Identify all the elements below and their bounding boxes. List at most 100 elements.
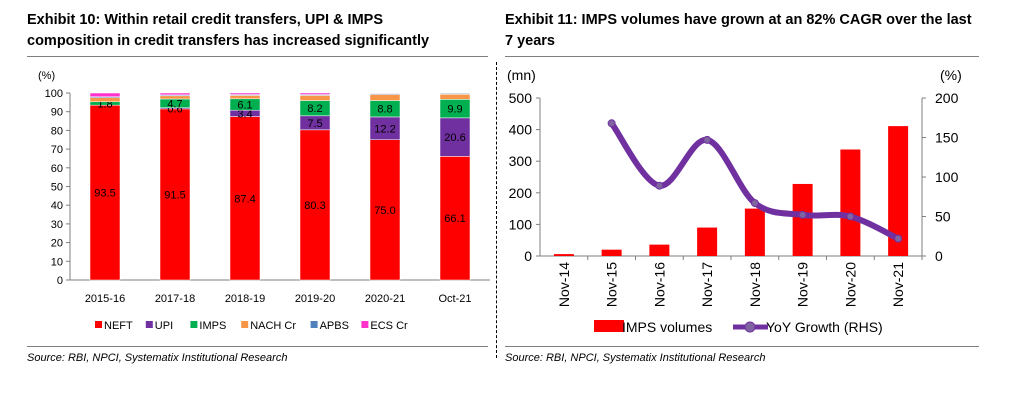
left-legend-label: APBS bbox=[320, 320, 349, 332]
left-bar-ecs-cr bbox=[229, 92, 261, 95]
left-y-tick-label: 40 bbox=[51, 200, 63, 212]
left-legend-swatch bbox=[95, 321, 102, 328]
right-legend-swatch-marker bbox=[744, 321, 756, 333]
right-legend-label-bars: IMPS volumes bbox=[622, 319, 712, 335]
left-y-tick-label: 70 bbox=[51, 144, 63, 156]
left-y-tick-label: 90 bbox=[51, 107, 63, 119]
left-bar-data-label: 3.4 bbox=[237, 108, 252, 120]
left-bar-ecs-cr bbox=[299, 92, 331, 95]
left-legend-swatch bbox=[145, 321, 153, 328]
left-legend-label: ECS Cr bbox=[370, 320, 408, 332]
right-x-tick-label: Nov-14 bbox=[556, 262, 572, 307]
left-x-tick-label: 2019-20 bbox=[295, 293, 335, 305]
exhibit-10-source: Source: RBI, NPCI, Systematix Institutio… bbox=[27, 352, 288, 364]
exhibit-10-title-line2: composition in credit transfers has incr… bbox=[27, 33, 430, 49]
left-legend-swatch bbox=[190, 321, 198, 328]
right-yoy-growth-point bbox=[846, 212, 855, 221]
left-bar-neft bbox=[229, 116, 261, 281]
left-y-tick-label: 60 bbox=[51, 163, 63, 175]
right-left-tick-label: 200 bbox=[509, 185, 533, 201]
right-left-tick-label: 300 bbox=[509, 153, 533, 169]
left-bar-data-label: 12.2 bbox=[374, 123, 395, 135]
right-bar-imps-volume bbox=[697, 227, 718, 256]
left-source-rule bbox=[27, 346, 488, 347]
exhibit-11-title-line2: 7 years bbox=[505, 33, 555, 49]
left-bar-neft bbox=[159, 108, 191, 281]
left-bar-neft bbox=[89, 104, 121, 281]
left-x-tick-label: 2020-21 bbox=[365, 293, 405, 305]
right-left-tick-label: 500 bbox=[509, 90, 533, 106]
left-bar-data-label: 8.8 bbox=[377, 104, 392, 116]
right-title-rule bbox=[505, 56, 979, 57]
left-bar-data-label: 91.5 bbox=[164, 189, 185, 201]
right-x-tick-label: Nov-16 bbox=[651, 262, 667, 307]
exhibit-11-source: Source: RBI, NPCI, Systematix Institutio… bbox=[505, 352, 766, 364]
right-right-tick-label: 200 bbox=[935, 90, 959, 106]
exhibit-11-title: Exhibit 11: IMPS volumes have grown at a… bbox=[505, 10, 972, 52]
right-bar-imps-volume bbox=[792, 183, 813, 256]
right-bar-imps-volume bbox=[744, 208, 765, 256]
left-x-tick-label: Oct-21 bbox=[438, 293, 471, 305]
right-yoy-growth-point bbox=[798, 210, 807, 219]
right-bar-imps-volume bbox=[601, 249, 622, 256]
left-bar-data-label: 4.7 bbox=[167, 98, 182, 110]
left-y-tick-label: 80 bbox=[51, 125, 63, 137]
right-right-tick-label: 0 bbox=[935, 248, 943, 264]
right-legend-label-line: YoY Growth (RHS) bbox=[766, 319, 883, 335]
left-bar-data-label: 9.9 bbox=[447, 104, 462, 116]
right-right-tick-label: 50 bbox=[935, 209, 951, 225]
right-yoy-growth-point bbox=[607, 119, 616, 128]
right-x-tick-label: Nov-17 bbox=[699, 262, 715, 307]
right-yoy-growth-point bbox=[703, 135, 712, 144]
left-y-tick-label: 50 bbox=[51, 182, 63, 194]
left-legend-swatch bbox=[241, 321, 249, 328]
left-bar-neft bbox=[299, 129, 331, 281]
right-legend-swatch-bars bbox=[594, 320, 624, 332]
exhibit-11-title-line1: Exhibit 11: IMPS volumes have grown at a… bbox=[505, 12, 972, 28]
right-yoy-growth-point bbox=[894, 234, 903, 243]
left-y-axis-label: (%) bbox=[38, 70, 55, 82]
right-source-rule bbox=[505, 346, 979, 347]
left-legend-label: UPI bbox=[155, 320, 173, 332]
right-left-tick-label: 400 bbox=[509, 122, 533, 138]
imps-volume-chart: (mn) (%) 0 100 200 300 400 500 0 50 100 150 200 Nov-1… bbox=[507, 67, 962, 335]
right-left-axis-label: (mn) bbox=[507, 67, 536, 83]
left-legend-swatch bbox=[310, 321, 318, 328]
right-bar-imps-volume bbox=[840, 149, 861, 256]
left-x-tick-label: 2017-18 bbox=[155, 293, 195, 305]
left-bar-data-label: 6.1 bbox=[237, 100, 252, 112]
left-legend-swatch bbox=[361, 321, 369, 328]
left-bar-ecs-cr bbox=[89, 92, 121, 97]
right-bar-imps-volume bbox=[553, 254, 574, 256]
right-x-tick-label: Nov-15 bbox=[604, 262, 620, 307]
right-x-tick-label: Nov-19 bbox=[795, 262, 811, 307]
left-bar-data-label: 8.2 bbox=[307, 103, 322, 115]
left-bar-data-label: 80.3 bbox=[304, 200, 325, 212]
left-y-tick-label: 20 bbox=[51, 238, 63, 250]
right-bar-imps-volume bbox=[649, 244, 670, 256]
left-bar-neft bbox=[369, 139, 401, 281]
left-bar-data-label: 75.0 bbox=[374, 205, 395, 217]
left-bar-data-label: 20.6 bbox=[444, 132, 465, 144]
left-legend-label: NEFT bbox=[104, 320, 133, 332]
left-legend-label: NACH Cr bbox=[250, 320, 296, 332]
right-right-tick-label: 100 bbox=[935, 169, 959, 185]
right-x-tick-label: Nov-20 bbox=[842, 262, 858, 307]
left-title-rule bbox=[27, 56, 488, 57]
left-bar-ecs-cr bbox=[159, 92, 191, 96]
right-right-axis-label: (%) bbox=[940, 67, 962, 83]
exhibit-10-title-line1: Exhibit 10: Within retail credit transfe… bbox=[27, 12, 384, 28]
right-yoy-growth-point bbox=[750, 199, 759, 208]
left-bar-data-label: 87.4 bbox=[234, 193, 255, 205]
left-x-tick-label: 2018-19 bbox=[225, 293, 265, 305]
right-bar-imps-volume bbox=[888, 126, 909, 257]
stacked-composition-chart: (%)010203040506070809010093.51.82015-169… bbox=[38, 70, 490, 332]
left-y-tick-label: 0 bbox=[57, 275, 63, 287]
right-right-tick-label: 150 bbox=[935, 130, 959, 146]
right-left-tick-label: 100 bbox=[509, 216, 533, 232]
right-yoy-growth-point bbox=[655, 181, 664, 190]
left-x-tick-label: 2015-16 bbox=[85, 293, 125, 305]
left-y-tick-label: 100 bbox=[45, 88, 63, 100]
left-y-tick-label: 30 bbox=[51, 219, 63, 231]
left-bar-neft bbox=[439, 156, 471, 281]
